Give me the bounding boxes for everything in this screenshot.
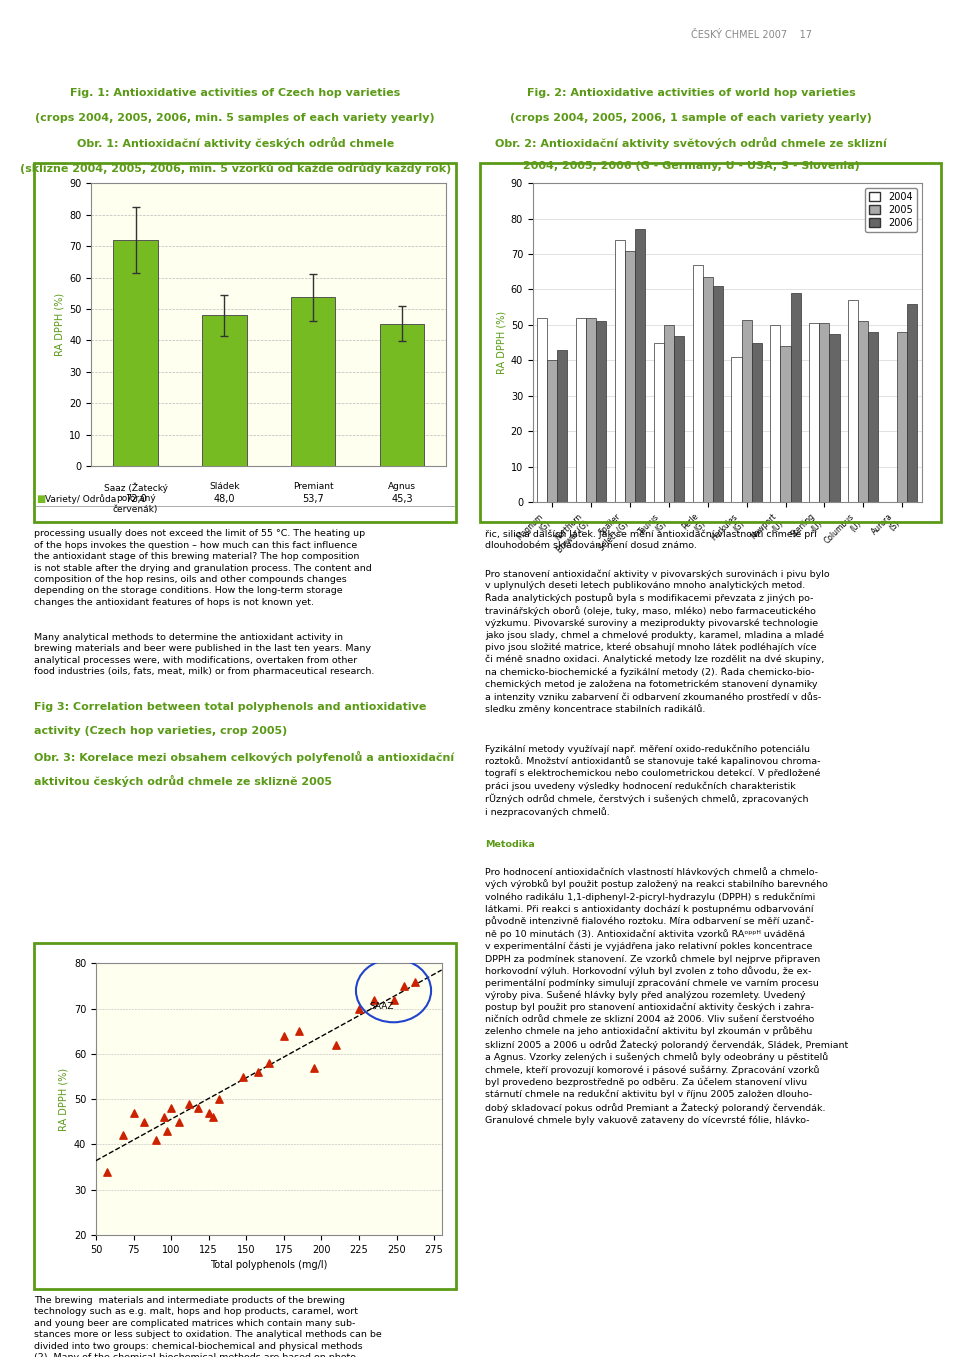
Text: Fyzikální metody využívají např. měření oxido-redukčního potenciálu
roztoků. Mno: Fyzikální metody využívají např. měření … — [485, 744, 820, 817]
Bar — [692, 265, 703, 502]
Point — [159, 1120, 175, 1141]
Text: Agnus: Agnus — [388, 483, 416, 491]
Text: activity (Czech hop varieties, crop 2005): activity (Czech hop varieties, crop 2005… — [34, 726, 287, 737]
X-axis label: Total polyphenols (mg/l): Total polyphenols (mg/l) — [210, 1261, 327, 1270]
Bar — [663, 324, 674, 502]
Point — [181, 1092, 197, 1114]
Text: ČESKÝ CHMEL 2007    17: ČESKÝ CHMEL 2007 17 — [691, 30, 812, 39]
Point — [306, 1057, 322, 1079]
Point — [205, 1106, 221, 1128]
Text: Pro hodnocení antioxidačních vlastností hlávkových chmelů a chmelo-
vých výrobků: Pro hodnocení antioxidačních vlastností … — [485, 867, 848, 1125]
Text: řic, silic a dalších látek. Jak se mění antioxidační vlastnosti chmele při
dlouh: řic, silic a dalších látek. Jak se mění … — [485, 529, 817, 550]
Bar — [713, 286, 723, 502]
Point — [291, 1020, 306, 1042]
Point — [163, 1098, 179, 1120]
Bar — [113, 240, 157, 467]
Text: 45,3: 45,3 — [391, 494, 413, 505]
Bar — [703, 277, 713, 502]
Text: 72,0: 72,0 — [125, 494, 147, 505]
Text: Fig 3: Correlation between total polyphenols and antioxidative: Fig 3: Correlation between total polyphe… — [34, 702, 426, 712]
Text: ■: ■ — [36, 494, 46, 505]
Text: aktivitou českých odrůd chmele ze sklizně 2005: aktivitou českých odrůd chmele ze sklizn… — [34, 775, 331, 787]
Point — [251, 1061, 266, 1083]
Bar — [625, 251, 636, 502]
Bar — [809, 323, 819, 502]
Bar — [819, 323, 829, 502]
Text: Many analytical methods to determine the antioxidant activity in
brewing materia: Many analytical methods to determine the… — [34, 632, 374, 676]
Text: Fig. 2: Antioxidative activities of world hop varieties: Fig. 2: Antioxidative activities of worl… — [527, 88, 855, 98]
Point — [386, 989, 401, 1011]
Bar — [897, 332, 907, 502]
Point — [201, 1102, 216, 1124]
Text: Obr. 1: Antioxidační aktivity českých odrůd chmele: Obr. 1: Antioxidační aktivity českých od… — [77, 137, 394, 149]
Bar — [858, 322, 869, 502]
Text: SAAZ: SAAZ — [370, 1001, 394, 1011]
Bar — [636, 229, 645, 502]
Bar — [829, 334, 840, 502]
Bar — [203, 315, 247, 467]
Bar — [537, 318, 547, 502]
Bar — [907, 304, 918, 502]
Point — [211, 1088, 227, 1110]
Point — [276, 1025, 292, 1046]
Point — [149, 1129, 164, 1151]
Y-axis label: RA DPPH (%): RA DPPH (%) — [59, 1068, 68, 1130]
Point — [407, 970, 422, 992]
Bar — [741, 320, 752, 502]
Point — [115, 1125, 131, 1147]
Text: Metodika: Metodika — [485, 840, 535, 849]
Bar — [780, 346, 791, 502]
Text: Variety/ Odrůda: Variety/ Odrůda — [45, 494, 116, 505]
Bar — [547, 361, 558, 502]
Point — [136, 1111, 152, 1133]
Point — [99, 1160, 114, 1182]
Text: 53,7: 53,7 — [302, 494, 324, 505]
Point — [328, 1034, 344, 1056]
Point — [351, 997, 367, 1019]
Text: (crops 2004, 2005, 2006, 1 sample of each variety yearly): (crops 2004, 2005, 2006, 1 sample of eac… — [511, 113, 872, 122]
Point — [261, 1052, 276, 1073]
Text: 2004, 2005, 2006 (G - Germany, U - USA, S - Slovenia): 2004, 2005, 2006 (G - Germany, U - USA, … — [523, 161, 859, 171]
Legend: 2004, 2005, 2006: 2004, 2005, 2006 — [865, 189, 917, 232]
Text: processing usually does not exceed the limit of 55 °C. The heating up
of the hop: processing usually does not exceed the l… — [34, 529, 372, 607]
Point — [235, 1065, 251, 1087]
Bar — [654, 342, 663, 502]
Text: Sládek: Sládek — [209, 483, 240, 491]
Bar — [869, 332, 878, 502]
Text: Premiant: Premiant — [293, 483, 333, 491]
Bar — [380, 324, 424, 467]
Bar — [576, 318, 586, 502]
Bar — [291, 297, 335, 467]
Point — [171, 1111, 186, 1133]
Point — [126, 1102, 141, 1124]
Point — [156, 1106, 171, 1128]
Y-axis label: RA DPPH (%): RA DPPH (%) — [55, 293, 65, 357]
Text: The brewing  materials and intermediate products of the brewing
technology such : The brewing materials and intermediate p… — [34, 1296, 381, 1357]
Y-axis label: RA DPPH (%): RA DPPH (%) — [496, 311, 507, 375]
Point — [190, 1098, 205, 1120]
Text: Obr. 2: Antioxidační aktivity světových odrůd chmele ze sklizní: Obr. 2: Antioxidační aktivity světových … — [495, 137, 887, 149]
Text: (crops 2004, 2005, 2006, min. 5 samples of each variety yearly): (crops 2004, 2005, 2006, min. 5 samples … — [36, 113, 435, 122]
Bar — [558, 350, 567, 502]
Bar — [596, 322, 607, 502]
Text: Saaz (Žatecký
poloraný
červenák): Saaz (Žatecký poloraný červenák) — [104, 483, 168, 514]
Point — [367, 989, 382, 1011]
Text: (sklizně 2004, 2005, 2006, min. 5 vzorků od každé odrůdy každý rok): (sklizně 2004, 2005, 2006, min. 5 vzorků… — [19, 161, 451, 174]
Bar — [586, 318, 596, 502]
Bar — [752, 342, 762, 502]
Text: Pro stanovení antioxidační aktivity v pivovarských surovinách i pivu bylo
v uply: Pro stanovení antioxidační aktivity v pi… — [485, 569, 829, 714]
Bar — [791, 293, 801, 502]
Text: 48,0: 48,0 — [214, 494, 235, 505]
Bar — [848, 300, 858, 502]
Point — [396, 976, 412, 997]
Text: Fig. 1: Antioxidative activities of Czech hop varieties: Fig. 1: Antioxidative activities of Czec… — [70, 88, 400, 98]
Text: Obr. 3: Korelace mezi obsahem celkových polyfenolů a antioxidační: Obr. 3: Korelace mezi obsahem celkových … — [34, 750, 454, 763]
Bar — [614, 240, 625, 502]
Bar — [770, 324, 780, 502]
Bar — [732, 357, 741, 502]
Bar — [674, 335, 684, 502]
